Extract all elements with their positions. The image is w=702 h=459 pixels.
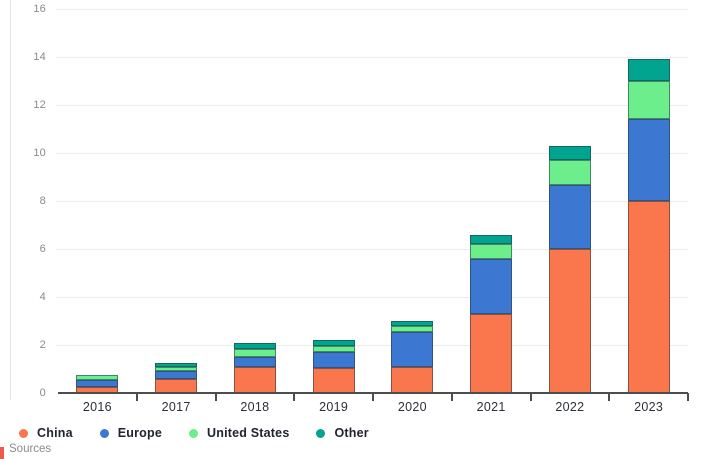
bar-segment-other-2018 xyxy=(233,342,276,349)
x-tick-label-2021: 2021 xyxy=(476,400,506,414)
y-tick-label-12: 12 xyxy=(33,99,46,111)
x-axis-tick xyxy=(687,393,689,401)
gridline-y8 xyxy=(56,201,688,202)
x-axis-tick xyxy=(529,393,532,401)
x-axis-tick xyxy=(135,393,138,401)
x-tick-label-2020: 2020 xyxy=(397,400,427,414)
y-tick-label-0: 0 xyxy=(39,387,46,399)
legend-dot-icon xyxy=(99,428,109,438)
gridline-y10 xyxy=(56,153,688,154)
bar-segment-china-2018 xyxy=(233,366,276,393)
x-axis-tick xyxy=(608,393,611,401)
x-tick-label-2016: 2016 xyxy=(82,400,112,414)
bar-segment-united-states-2016 xyxy=(76,375,119,380)
gridline-y16 xyxy=(56,9,688,10)
bar-segment-china-2020 xyxy=(391,366,434,393)
bar-segment-united-states-2019 xyxy=(312,346,355,353)
y-tick-label-2: 2 xyxy=(39,339,46,351)
x-tick-label-2019: 2019 xyxy=(319,400,349,414)
x-tick-label-2022: 2022 xyxy=(555,400,585,414)
bar-segment-europe-2017 xyxy=(155,371,198,379)
gridline-y12 xyxy=(56,105,688,106)
bar-segment-europe-2018 xyxy=(233,357,276,367)
legend-dot-icon xyxy=(19,428,28,438)
bar-segment-europe-2019 xyxy=(312,352,355,368)
y-tick-label-16: 16 xyxy=(33,3,46,15)
legend-item-united-states: United States xyxy=(189,426,289,440)
x-tick-label-2023: 2023 xyxy=(634,400,664,414)
legend-label: Europe xyxy=(117,426,162,440)
bar-segment-united-states-2017 xyxy=(155,366,198,372)
bar-segment-united-states-2022 xyxy=(548,160,591,186)
gridline-y14 xyxy=(56,57,688,58)
x-tick-label-2018: 2018 xyxy=(240,400,270,414)
y-axis-line xyxy=(10,0,11,400)
bar-segment-united-states-2021 xyxy=(470,244,513,259)
bar-segment-other-2019 xyxy=(312,340,355,347)
legend-item-other: Other xyxy=(316,426,369,440)
bar-segment-china-2023 xyxy=(627,201,670,393)
bar-segment-other-2020 xyxy=(391,321,434,326)
legend-label: Other xyxy=(334,426,369,440)
y-tick-label-8: 8 xyxy=(39,195,46,207)
gridline-y2 xyxy=(56,345,688,346)
gridline-y6 xyxy=(56,249,688,250)
bar-segment-europe-2016 xyxy=(76,379,119,387)
x-axis-tick xyxy=(372,393,374,401)
legend-item-china: China xyxy=(19,426,73,440)
y-tick-label-10: 10 xyxy=(33,147,46,159)
legend-dot-icon xyxy=(189,428,198,438)
x-axis-tick xyxy=(293,393,296,401)
x-axis-tick xyxy=(450,393,453,401)
accent-bar xyxy=(0,447,4,459)
legend-item-europe: Europe xyxy=(99,426,162,440)
bar-segment-europe-2021 xyxy=(470,258,513,314)
bar-segment-europe-2020 xyxy=(391,331,434,367)
y-tick-label-14: 14 xyxy=(33,51,46,63)
legend-dot-icon xyxy=(316,428,326,438)
bar-segment-other-2021 xyxy=(470,234,513,245)
gridline-y4 xyxy=(56,297,688,298)
chart-legend: China Europe United States Other xyxy=(19,426,369,440)
y-tick-label-4: 4 xyxy=(39,291,46,303)
y-tick-label-6: 6 xyxy=(39,243,46,255)
bar-segment-europe-2023 xyxy=(627,119,670,201)
bar-segment-china-2017 xyxy=(155,378,198,393)
bar-segment-united-states-2020 xyxy=(391,325,434,332)
sources-label: Sources xyxy=(9,443,52,455)
legend-label: China xyxy=(37,426,73,440)
bar-segment-china-2021 xyxy=(470,313,513,393)
x-tick-label-2017: 2017 xyxy=(161,400,191,414)
bar-segment-china-2022 xyxy=(548,249,591,393)
bar-segment-other-2022 xyxy=(548,145,591,161)
bar-segment-other-2023 xyxy=(627,59,670,81)
bar-segment-europe-2022 xyxy=(548,185,591,249)
bar-segment-united-states-2018 xyxy=(233,348,276,357)
bar-segment-united-states-2023 xyxy=(627,81,670,120)
bar-segment-other-2017 xyxy=(155,363,198,367)
bar-segment-china-2019 xyxy=(312,367,355,393)
legend-label: United States xyxy=(207,426,290,440)
x-axis-tick xyxy=(214,393,217,401)
